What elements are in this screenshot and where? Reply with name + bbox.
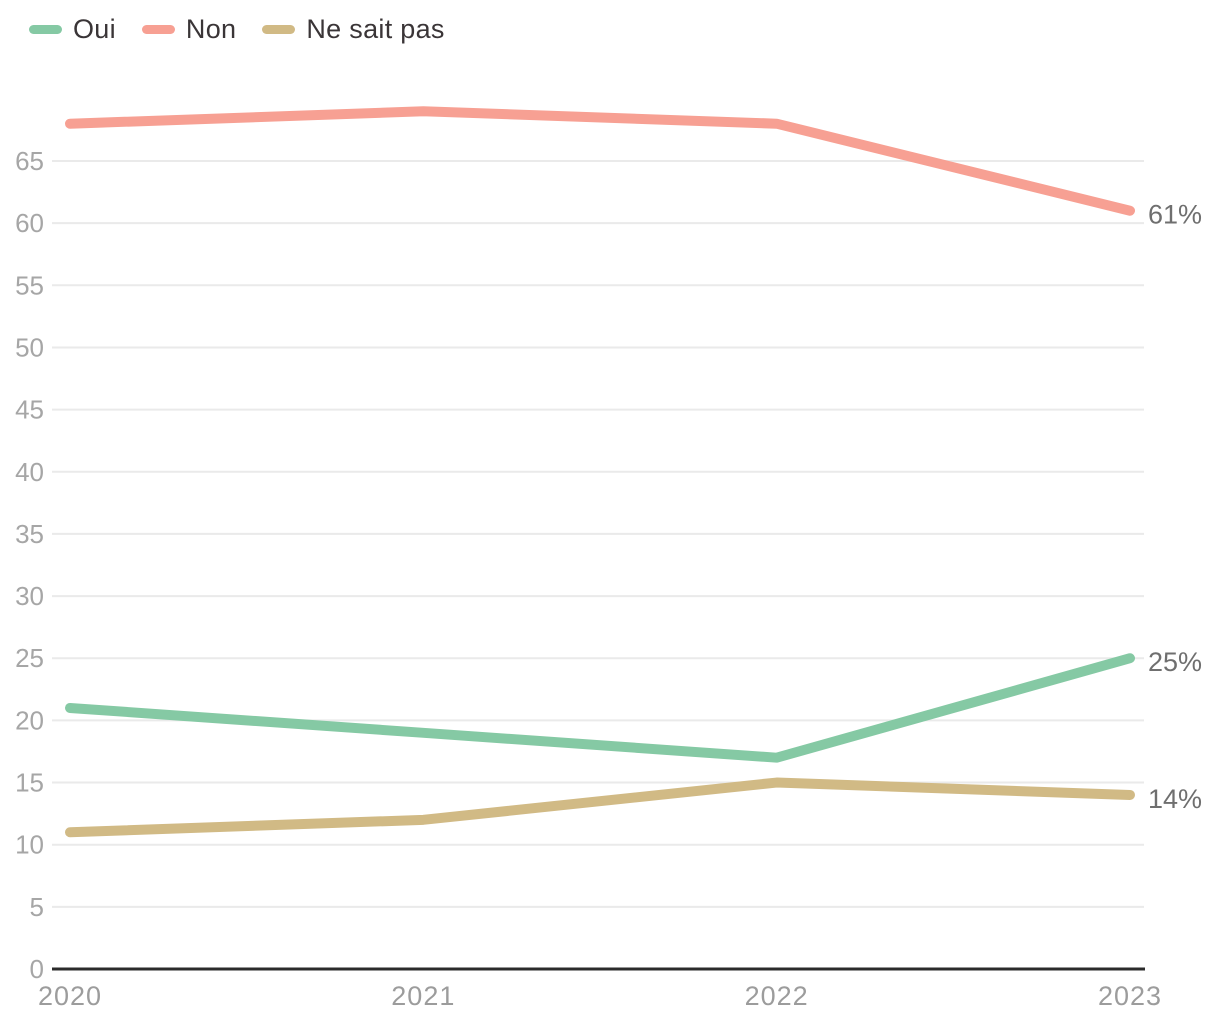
y-tick-label: 5	[30, 892, 44, 922]
series-line-non	[65, 106, 1135, 216]
legend-label: Non	[185, 14, 237, 44]
series-end-value-label: 61%	[1148, 200, 1202, 230]
y-tick-label: 10	[15, 830, 44, 860]
y-tick-label: 40	[15, 457, 44, 487]
legend-swatch-icon	[262, 25, 296, 34]
y-tick-label: 65	[15, 146, 44, 176]
y-tick-label: 30	[15, 581, 44, 611]
x-tick-label: 2020	[38, 981, 102, 1011]
y-tick-label: 45	[15, 395, 44, 425]
y-tick-label: 0	[30, 954, 44, 984]
series-end-value-label: 25%	[1148, 647, 1202, 677]
legend-swatch-icon	[141, 25, 175, 34]
series-line-oui	[65, 653, 1135, 763]
y-tick-label: 25	[15, 643, 44, 673]
legend-item-non: Non	[141, 14, 237, 44]
legend-item-ne-sait-pas: Ne sait pas	[262, 16, 444, 43]
y-tick-label: 60	[15, 208, 44, 238]
x-tick-label: 2021	[391, 981, 455, 1011]
y-tick-label: 35	[15, 519, 44, 549]
series-end-value-label: 14%	[1148, 784, 1202, 814]
chart-legend: Oui Non Ne sait pas	[29, 16, 445, 43]
series-line-ne-sait-pas	[65, 777, 1135, 838]
legend-item-oui: Oui	[29, 16, 116, 43]
y-tick-label: 55	[15, 270, 44, 300]
y-tick-label: 20	[15, 705, 44, 735]
x-tick-label: 2023	[1098, 981, 1162, 1011]
y-tick-label: 50	[15, 332, 44, 362]
y-tick-label: 15	[15, 768, 44, 798]
legend-label: Ne sait pas	[306, 14, 445, 44]
x-tick-label: 2022	[745, 981, 809, 1011]
legend-label: Oui	[73, 14, 116, 44]
legend-swatch-icon	[29, 25, 62, 34]
